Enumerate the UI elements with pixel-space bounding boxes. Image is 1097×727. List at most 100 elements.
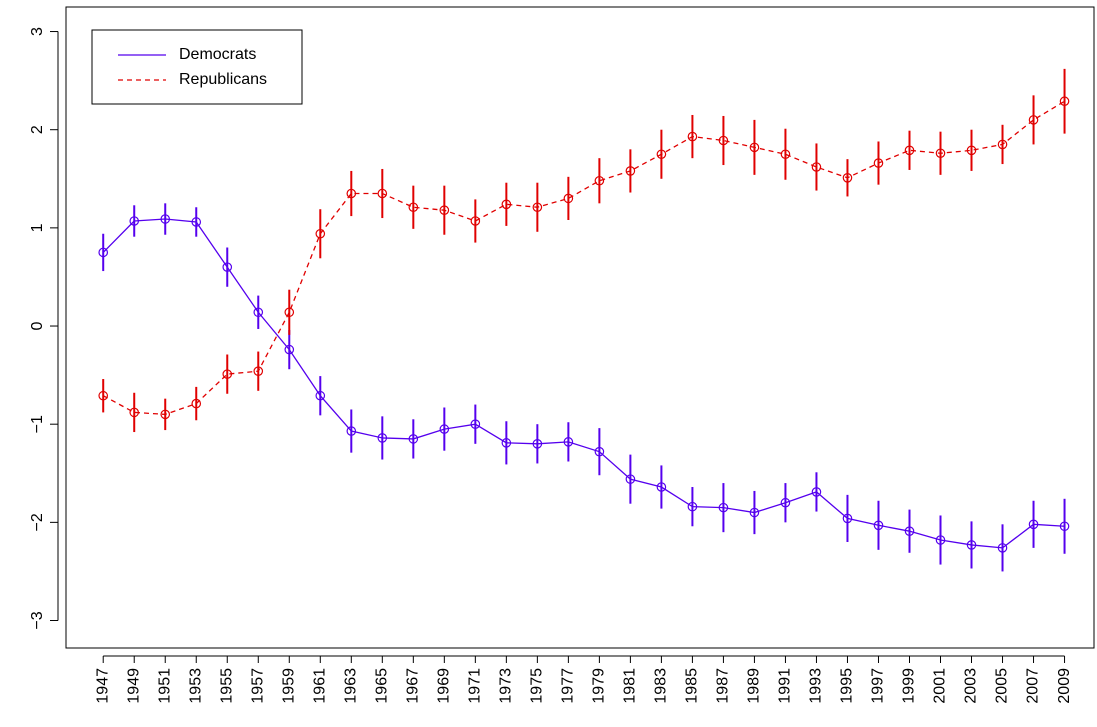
- point: [904, 145, 915, 156]
- point: [160, 214, 171, 224]
- point: [1028, 519, 1039, 530]
- point: [222, 369, 233, 379]
- point: [811, 162, 822, 172]
- point: [780, 497, 791, 508]
- x-tick-label: 1995: [839, 668, 856, 704]
- series-line: [102, 100, 1065, 416]
- point: [439, 424, 450, 434]
- x-tick-label: 1963: [343, 668, 360, 704]
- point: [625, 166, 636, 176]
- point: [656, 149, 667, 160]
- x-tick-label: 1987: [715, 668, 732, 704]
- point: [253, 366, 264, 376]
- point: [191, 398, 202, 409]
- point: [284, 344, 295, 355]
- x-tick-label: 1961: [312, 668, 329, 704]
- point: [129, 216, 140, 226]
- point: [842, 173, 853, 183]
- plot-frame: [65, 6, 1095, 649]
- x-tick-label: 1971: [467, 668, 484, 704]
- point: [346, 426, 357, 436]
- series-line: [102, 218, 1065, 549]
- point: [377, 433, 388, 443]
- point: [780, 149, 791, 160]
- x-tick-label: 1969: [436, 668, 453, 704]
- point: [873, 158, 884, 168]
- point: [749, 507, 760, 518]
- point: [98, 390, 109, 401]
- x-tick-label: 1965: [374, 668, 391, 704]
- point: [1059, 96, 1070, 107]
- point: [501, 438, 512, 448]
- x-tick-label: 2007: [1025, 668, 1042, 704]
- point: [873, 520, 884, 531]
- x-tick-label: 1997: [870, 668, 887, 704]
- point: [191, 217, 202, 227]
- x-tick-label: 2003: [963, 668, 980, 704]
- x-tick-label: 1959: [280, 668, 297, 704]
- point: [625, 474, 636, 484]
- point: [997, 139, 1008, 150]
- x-tick-label: 1975: [529, 668, 546, 704]
- y-tick-label: −3: [29, 611, 46, 629]
- point: [563, 193, 574, 204]
- y-tick-label: 2: [29, 125, 46, 134]
- point: [470, 419, 481, 429]
- x-tick-label: 1979: [591, 668, 608, 704]
- x-tick-label: 1955: [218, 668, 235, 704]
- point: [594, 175, 605, 186]
- point: [439, 205, 450, 215]
- x-tick-label: 1957: [249, 668, 266, 704]
- point: [315, 228, 326, 239]
- x-tick-label: 1953: [187, 668, 204, 704]
- point: [284, 307, 295, 318]
- point: [160, 409, 171, 420]
- point: [253, 307, 264, 318]
- point: [377, 188, 388, 199]
- point: [408, 202, 419, 213]
- x-tick-label: 1981: [622, 668, 639, 704]
- point: [532, 439, 543, 449]
- y-tick-label: 0: [29, 321, 46, 330]
- point: [470, 216, 481, 226]
- point: [1059, 521, 1070, 532]
- point: [222, 262, 233, 272]
- point: [408, 434, 419, 444]
- y-tick-label: 3: [29, 27, 46, 36]
- point: [687, 131, 698, 142]
- y-tick-label: −2: [29, 513, 46, 531]
- point: [718, 135, 729, 146]
- point: [935, 148, 946, 159]
- x-tick-label: 1991: [777, 668, 794, 704]
- point: [129, 407, 140, 418]
- x-tick-label: 1967: [405, 668, 422, 704]
- point: [997, 543, 1008, 553]
- point: [966, 145, 977, 156]
- x-tick-label: 2009: [1056, 668, 1073, 704]
- point: [935, 535, 946, 545]
- point: [966, 540, 977, 550]
- x-tick-label: 2001: [932, 668, 949, 704]
- point: [656, 482, 667, 492]
- point: [687, 501, 698, 512]
- point: [811, 487, 822, 497]
- x-tick-label: 1949: [125, 668, 142, 704]
- point: [904, 526, 915, 536]
- legend-label: Republicans: [179, 71, 267, 88]
- x-tick-label: 1951: [156, 668, 173, 704]
- point: [842, 513, 853, 524]
- x-tick-label: 1993: [808, 668, 825, 704]
- point: [594, 446, 605, 457]
- point: [501, 199, 512, 210]
- y-tick-label: −1: [29, 415, 46, 433]
- x-tick-label: 1999: [901, 668, 918, 704]
- point: [98, 247, 109, 258]
- point: [346, 188, 357, 199]
- point: [532, 202, 543, 213]
- point: [563, 437, 574, 447]
- point: [1028, 115, 1039, 125]
- y-tick-label: 1: [29, 223, 46, 232]
- point: [718, 502, 729, 513]
- x-tick-label: 1973: [498, 668, 515, 704]
